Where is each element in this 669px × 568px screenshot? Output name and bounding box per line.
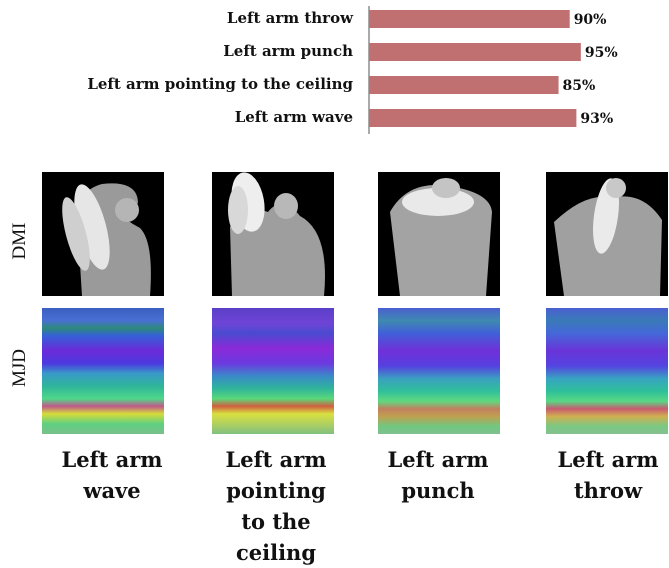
dmi-image-wave [42,172,164,296]
bar-value-label: 90% [574,12,607,28]
bar-value-label: 95% [585,45,618,61]
bar-value-label: 93% [580,111,613,127]
bar-value-label: 85% [563,78,596,94]
caption-left-arm-pointing: Left arm pointing to the ceiling [225,447,327,565]
category-label: Left arm wave [234,108,353,126]
mjd-image-throw [546,308,668,434]
caption-left-arm-wave: Left arm wave [61,447,163,503]
row-label-mjd: MJD [9,349,30,388]
mjd-image-punch [378,308,500,434]
caption-left-arm-punch: Left arm punch [387,447,489,503]
bar [369,76,559,94]
mjd-image-wave [42,308,164,434]
mjd-image-pointing [212,308,334,434]
category-label: Left arm pointing to the ceiling [87,75,353,93]
dmi-image-pointing [212,172,334,296]
dmi-image-punch [378,172,500,296]
accuracy-bar-chart: 90% 95% 85% 93% [368,6,618,134]
caption-left-arm-throw: Left arm throw [557,447,659,503]
category-label: Left arm throw [226,9,353,27]
bar [369,10,570,28]
dmi-image-throw [546,172,668,296]
category-label: Left arm punch [223,42,353,60]
row-label-dmi: DMI [9,222,30,260]
bar [369,43,581,61]
bar [369,109,577,127]
